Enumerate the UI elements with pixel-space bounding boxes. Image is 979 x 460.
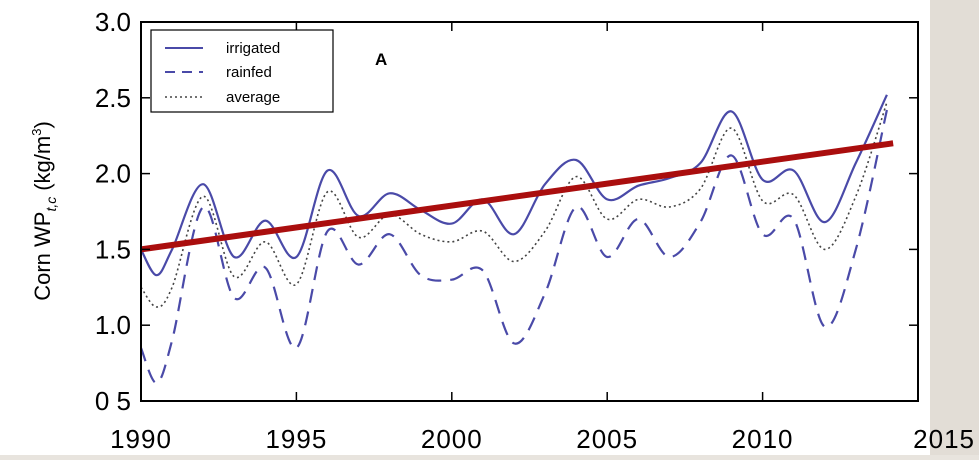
y-tick-label: 1.5 — [95, 234, 131, 264]
legend-label-average: average — [226, 89, 280, 106]
trend-line — [140, 140, 894, 253]
y-tick-label: 3.0 — [95, 7, 131, 37]
trend-layer — [140, 140, 894, 253]
y-tick-label: 1.0 — [95, 310, 131, 340]
x-tick-label: 2010 — [732, 424, 794, 454]
y-tick-label: 2.5 — [95, 83, 131, 113]
svg-text:Corn WPt,c(kg/m3): Corn WPt,c (kg/m3) — [29, 121, 59, 301]
panel-label: A — [375, 50, 387, 69]
series-line-average — [140, 102, 888, 308]
y-axis-label-sub: t,c — [43, 197, 59, 212]
y-tick-label: 0 5 — [95, 386, 131, 416]
y-axis-label: Corn WPt,c (kg/m3) — [29, 121, 59, 301]
series-layer — [139, 94, 888, 384]
ticks-layer: 1990 1995 2000 2005 2010 2015 0 5 1.0 1.5 2.0 2.5 3… — [95, 7, 975, 454]
legend-box — [150, 29, 334, 113]
y-tick-label: 2.0 — [95, 159, 131, 189]
legend-label-rainfed: rainfed — [226, 64, 272, 81]
x-tick-label: 2000 — [421, 424, 483, 454]
x-tick-label: 1995 — [265, 424, 327, 454]
series-line-rainfed — [139, 109, 888, 384]
y-axis-label-unit-close: ) — [30, 121, 55, 128]
x-tick-label: 2005 — [576, 424, 638, 454]
texture-strip — [930, 0, 979, 455]
y-axis-label-unit: (kg/m — [30, 136, 55, 191]
y-axis-label-unit-sup: 3 — [29, 129, 44, 136]
x-tick-label: 1990 — [110, 424, 172, 454]
legend-label-irrigated: irrigated — [226, 40, 280, 57]
series-line-irrigated — [140, 94, 888, 277]
plot-frame — [140, 21, 919, 402]
y-axis-label-main: Corn WP — [30, 212, 55, 301]
x-tick-label: 2015 — [913, 424, 975, 454]
legend: irrigated rainfed average — [150, 29, 334, 113]
